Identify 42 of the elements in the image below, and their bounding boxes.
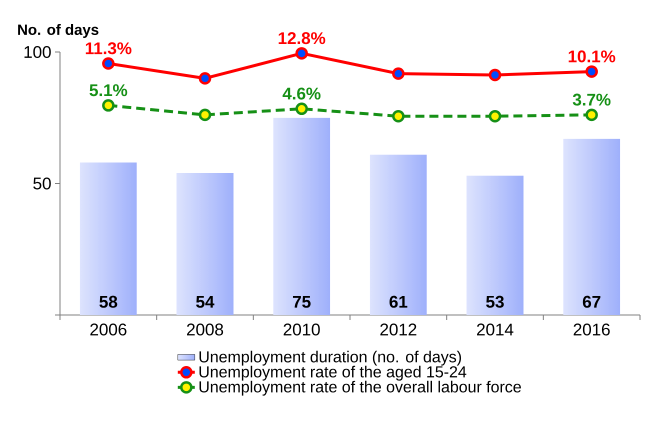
point bbox=[198, 72, 212, 85]
point bbox=[198, 108, 212, 122]
point bbox=[585, 108, 598, 122]
point bbox=[295, 102, 308, 116]
point bbox=[392, 67, 405, 80]
point bbox=[488, 110, 502, 122]
bar bbox=[466, 176, 524, 315]
bar bbox=[273, 118, 330, 315]
point bbox=[392, 110, 405, 122]
data-label: 58 bbox=[99, 296, 118, 308]
bar bbox=[176, 172, 234, 315]
data-label: 12.8% bbox=[278, 32, 326, 44]
point bbox=[102, 57, 115, 70]
legend-label: Unemployment rate of the aged 15-24 bbox=[200, 366, 466, 381]
point bbox=[585, 65, 598, 78]
data-label: 53 bbox=[486, 296, 504, 308]
legend-label: Unemployment rate of the overall labour force bbox=[200, 380, 521, 396]
legend-label: Unemployment duration (no. of days) bbox=[200, 350, 461, 366]
data-label: 75 bbox=[292, 296, 311, 308]
data-label: 61 bbox=[390, 296, 408, 308]
point bbox=[488, 68, 502, 82]
point bbox=[295, 47, 308, 60]
x-tick-label: 2012 bbox=[380, 324, 416, 336]
data-label: 10.1% bbox=[568, 50, 616, 62]
y-axis-title: No. of days bbox=[18, 24, 98, 38]
x-tick-label: 2016 bbox=[574, 324, 610, 336]
data-label: 3.7% bbox=[572, 94, 611, 106]
data-label: 67 bbox=[582, 296, 600, 308]
point bbox=[102, 99, 115, 112]
data-label: 54 bbox=[196, 296, 214, 308]
x-tick-label: 2008 bbox=[187, 324, 224, 336]
bar bbox=[80, 162, 137, 315]
y-tick-label: 100 bbox=[24, 46, 51, 58]
y-tick-label: 50 bbox=[33, 178, 51, 190]
x-tick-label: 2006 bbox=[90, 324, 126, 336]
bar bbox=[370, 154, 427, 315]
x-tick-label: 2010 bbox=[284, 324, 320, 336]
data-label: 4.6% bbox=[282, 88, 321, 100]
x-tick-label: 2014 bbox=[477, 324, 514, 336]
data-label: 5.1% bbox=[90, 84, 128, 96]
bar bbox=[563, 138, 620, 315]
data-label: 11.3% bbox=[86, 42, 132, 54]
